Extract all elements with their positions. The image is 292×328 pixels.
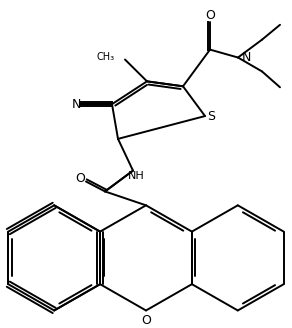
Text: N: N <box>72 98 81 111</box>
Text: O: O <box>205 10 215 22</box>
Text: O: O <box>75 172 85 185</box>
Text: CH₃: CH₃ <box>97 51 115 62</box>
Text: O: O <box>141 314 151 327</box>
Text: S: S <box>207 110 215 123</box>
Text: N: N <box>242 51 251 64</box>
Text: NH: NH <box>128 171 144 181</box>
